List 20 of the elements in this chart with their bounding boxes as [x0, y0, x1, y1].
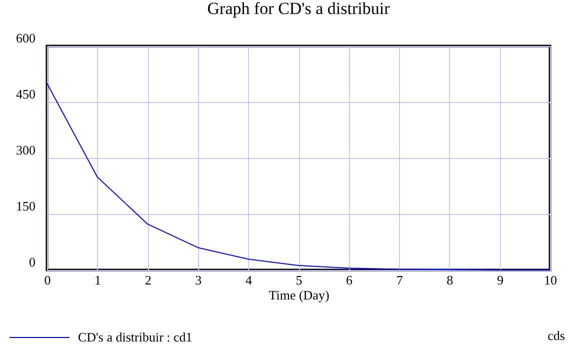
y-tick-label: 600 [16, 30, 36, 46]
x-tick-label: 9 [496, 272, 504, 288]
y-tick-label: 150 [16, 198, 36, 214]
x-axis-title: Time (Day) [268, 288, 330, 302]
y-tick-label: 300 [16, 142, 36, 158]
x-tick-label: 4 [245, 272, 252, 288]
y-tick-label: 450 [16, 86, 36, 102]
x-tick-label: 0 [44, 272, 51, 288]
x-tick-label: 5 [296, 272, 302, 288]
x-tick-label: 3 [195, 272, 202, 288]
y-tick-label: 0 [29, 254, 36, 270]
x-tick-label: 2 [144, 272, 152, 288]
text: cds [548, 328, 565, 344]
chart-title: Graph for CD's a distribuir [207, 0, 390, 18]
legend-label: CD's a distribuir : cd1 [78, 330, 192, 344]
x-tick-label: 7 [396, 272, 404, 288]
x-tick-label: 8 [446, 272, 454, 288]
x-tick-label: 1 [94, 272, 102, 288]
x-tick-label: 6 [346, 272, 354, 288]
x-tick-label: 10 [544, 272, 557, 288]
